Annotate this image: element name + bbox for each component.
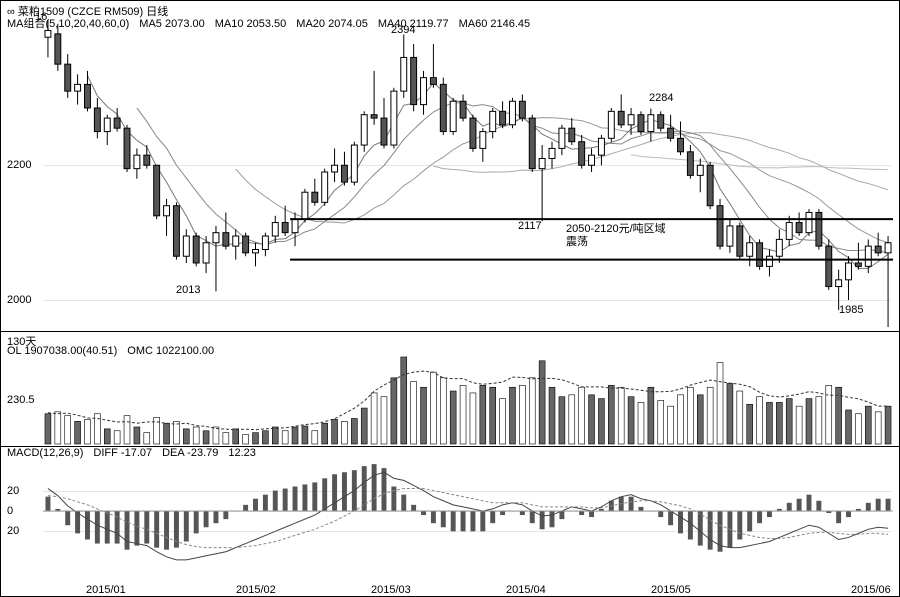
x-tick: 2015/03 bbox=[371, 584, 411, 596]
price-annotation: 2013 bbox=[176, 284, 200, 296]
price-annotation: 1985 bbox=[839, 304, 863, 316]
price-annotation: 2284 bbox=[649, 92, 673, 104]
x-tick: 2015/06 bbox=[851, 584, 891, 596]
price-annotation: 2117 bbox=[518, 220, 542, 232]
price-annotation: 震荡 bbox=[566, 233, 588, 249]
x-tick: 2015/01 bbox=[86, 584, 126, 596]
volume-panel[interactable]: 130天OL 1907038.00(40.51)OMC 1022100.0023… bbox=[1, 331, 899, 447]
price-annotation: 16 bbox=[35, 11, 47, 23]
x-tick: 2015/04 bbox=[506, 584, 546, 596]
price-annotation: 2394 bbox=[391, 24, 415, 36]
x-tick: 2015/02 bbox=[236, 584, 276, 596]
x-tick: 2015/05 bbox=[651, 584, 691, 596]
chart-container: ∞ 菜粕1509 (CZCE RM509) 日线 MA组合(5,10,20,40… bbox=[0, 0, 900, 597]
price-panel[interactable]: MA组合(5,10,20,40,60,0)MA5 2073.00MA10 205… bbox=[1, 1, 899, 332]
macd-panel[interactable]: MACD(12,26,9)DIFF -17.07DEA -23.7912.232… bbox=[1, 446, 899, 581]
